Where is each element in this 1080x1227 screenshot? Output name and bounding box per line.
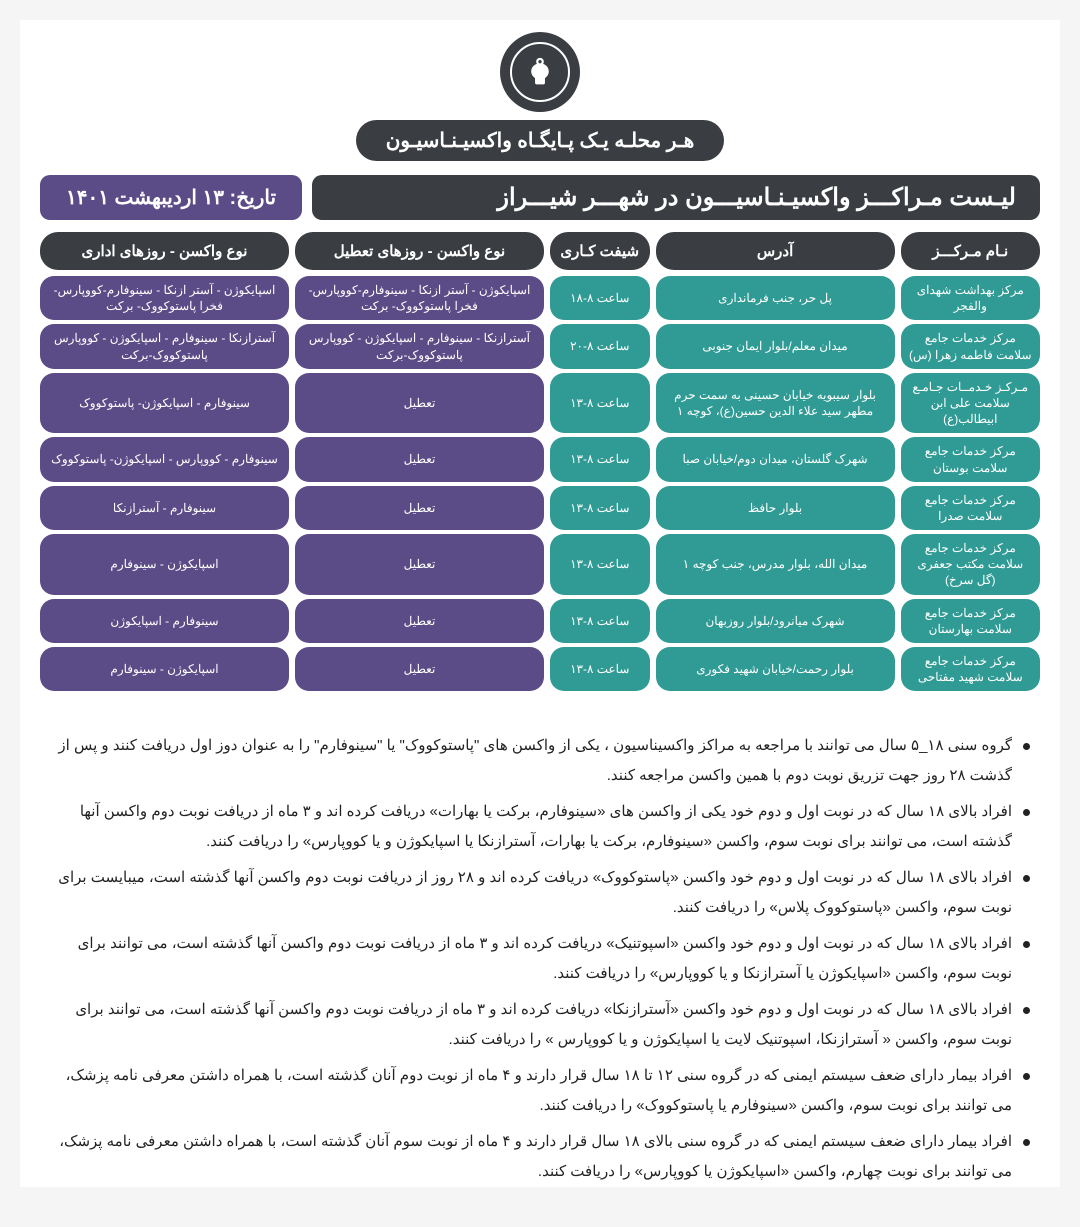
cell-address: شهرک گلستان، میدان دوم/خیابان صبا (656, 437, 895, 481)
cell-name: مرکز خدمات جامع سلامت بهارستان (901, 599, 1040, 643)
cell-vac-holiday: تعطیل (295, 437, 544, 481)
col-header-holiday: نوع واکسن - روزهای تعطیل (295, 232, 544, 270)
cell-shift: ساعت ۸-۱۳ (550, 599, 650, 643)
cell-vac-holiday: آسترازنکا - سینوفارم - اسپایکوژن - کووپا… (295, 324, 544, 368)
note-item: افراد بالای ۱۸ سال که در نوبت اول و دوم … (50, 797, 1030, 857)
cell-address: میدان معلم/بلوار ایمان جنوبی (656, 324, 895, 368)
logo-section: هـر محلـه یـک پـایگـاه واکسیـنـاسیـون (20, 20, 1060, 161)
cell-shift: ساعت ۸-۲۰ (550, 324, 650, 368)
cell-shift: ساعت ۸-۱۸ (550, 276, 650, 320)
note-item: افراد بیمار دارای ضعف سیستم ایمنی که در … (50, 1127, 1030, 1187)
note-item: افراد بالای ۱۸ سال که در نوبت اول و دوم … (50, 863, 1030, 923)
cell-vac-workday: سینوفارم - کووپارس - اسپایکوژن- پاستوکوو… (40, 437, 289, 481)
col-header-address: آدرس (656, 232, 895, 270)
header-badge: هـر محلـه یـک پـایگـاه واکسیـنـاسیـون (356, 120, 725, 161)
cell-vac-holiday: تعطیل (295, 373, 544, 434)
table-row: مرکز خدمات جامع سلامت شهید مفتاحیبلوار ر… (40, 647, 1040, 691)
notes-section: گروه سنی ۱۸_۵ سال می توانند با مراجعه به… (50, 731, 1030, 1187)
table-row: مرکز خدمات جامع سلامت فاطمه زهرا (س)میدا… (40, 324, 1040, 368)
centers-table: نـام مـرکـــز آدرس شیفت کـاری نوع واکسن … (40, 232, 1040, 691)
cell-vac-workday: اسپایکوژن - سینوفارم (40, 534, 289, 595)
cell-address: بلوار سیبویه خیابان حسینی به سمت حرم مطه… (656, 373, 895, 434)
cell-vac-workday: اسپایکوژن - آستر ازنکا - سینوفارم-کووپار… (40, 276, 289, 320)
cell-shift: ساعت ۸-۱۳ (550, 486, 650, 530)
cell-shift: ساعت ۸-۱۳ (550, 437, 650, 481)
note-item: گروه سنی ۱۸_۵ سال می توانند با مراجعه به… (50, 731, 1030, 791)
col-header-name: نـام مـرکـــز (901, 232, 1040, 270)
cell-vac-holiday: تعطیل (295, 599, 544, 643)
table-header: نـام مـرکـــز آدرس شیفت کـاری نوع واکسن … (40, 232, 1040, 270)
cell-name: مـرکـز خـدمــات جـامـع سلامت علی ابن ابی… (901, 373, 1040, 434)
col-header-shift: شیفت کـاری (550, 232, 650, 270)
cell-vac-workday: سینوفارم - آسترازنکا (40, 486, 289, 530)
cell-name: مرکز خدمات جامع سلامت مکتب جعفری (گل سرخ… (901, 534, 1040, 595)
cell-address: شهرک میانرود/بلوار روزبهان (656, 599, 895, 643)
cell-vac-workday: سینوفارم - اسپایکوژن- پاستوکووک (40, 373, 289, 434)
cell-vac-workday: آسترازنکا - سینوفارم - اسپایکوژن - کووپا… (40, 324, 289, 368)
table-row: مرکز بهداشت شهدای والفجرپل حر، جنب فرمان… (40, 276, 1040, 320)
cell-shift: ساعت ۸-۱۳ (550, 647, 650, 691)
cell-shift: ساعت ۸-۱۳ (550, 534, 650, 595)
cell-address: میدان الله، بلوار مدرس، جنب کوچه ۱ (656, 534, 895, 595)
note-item: افراد بالای ۱۸ سال که در نوبت اول و دوم … (50, 995, 1030, 1055)
medical-emblem-icon (523, 55, 557, 89)
cell-vac-holiday: اسپایکوژن - آستر ازنکا - سینوفارم-کووپار… (295, 276, 544, 320)
table-row: مرکز خدمات جامع سلامت بهارستانشهرک میانر… (40, 599, 1040, 643)
cell-shift: ساعت ۸-۱۳ (550, 373, 650, 434)
cell-vac-holiday: تعطیل (295, 486, 544, 530)
page-title: لیـست مـراکـــز واکسیـنـاسیـــون در شهــ… (312, 175, 1040, 220)
table-row: مرکز خدمات جامع سلامت صدرابلوار حافظساعت… (40, 486, 1040, 530)
cell-name: مرکز خدمات جامع سلامت شهید مفتاحی (901, 647, 1040, 691)
table-row: مرکز خدمات جامع سلامت مکتب جعفری (گل سرخ… (40, 534, 1040, 595)
cell-name: مرکز بهداشت شهدای والفجر (901, 276, 1040, 320)
cell-vac-workday: سینوفارم - اسپایکوژن (40, 599, 289, 643)
cell-address: پل حر، جنب فرمانداری (656, 276, 895, 320)
cell-name: مرکز خدمات جامع سلامت صدرا (901, 486, 1040, 530)
cell-name: مرکز خدمات جامع سلامت بوستان (901, 437, 1040, 481)
cell-vac-holiday: تعطیل (295, 534, 544, 595)
table-row: مـرکـز خـدمــات جـامـع سلامت علی ابن ابی… (40, 373, 1040, 434)
note-item: افراد بالای ۱۸ سال که در نوبت اول و دوم … (50, 929, 1030, 989)
cell-address: بلوار رحمت/خیابان شهید فکوری (656, 647, 895, 691)
table-row: مرکز خدمات جامع سلامت بوستانشهرک گلستان،… (40, 437, 1040, 481)
cell-name: مرکز خدمات جامع سلامت فاطمه زهرا (س) (901, 324, 1040, 368)
note-item: افراد بیمار دارای ضعف سیستم ایمنی که در … (50, 1061, 1030, 1121)
page: هـر محلـه یـک پـایگـاه واکسیـنـاسیـون لی… (20, 20, 1060, 1187)
cell-vac-holiday: تعطیل (295, 647, 544, 691)
cell-address: بلوار حافظ (656, 486, 895, 530)
cell-vac-workday: اسپایکوژن - سینوفارم (40, 647, 289, 691)
title-row: لیـست مـراکـــز واکسیـنـاسیـــون در شهــ… (40, 175, 1040, 220)
col-header-workday: نوع واکسن - روزهای اداری (40, 232, 289, 270)
table-body: مرکز بهداشت شهدای والفجرپل حر، جنب فرمان… (40, 276, 1040, 691)
university-logo (500, 32, 580, 112)
page-date: تاریخ: ۱۳ اردیبهشت ۱۴۰۱ (40, 175, 302, 220)
notes-list: گروه سنی ۱۸_۵ سال می توانند با مراجعه به… (50, 731, 1030, 1187)
